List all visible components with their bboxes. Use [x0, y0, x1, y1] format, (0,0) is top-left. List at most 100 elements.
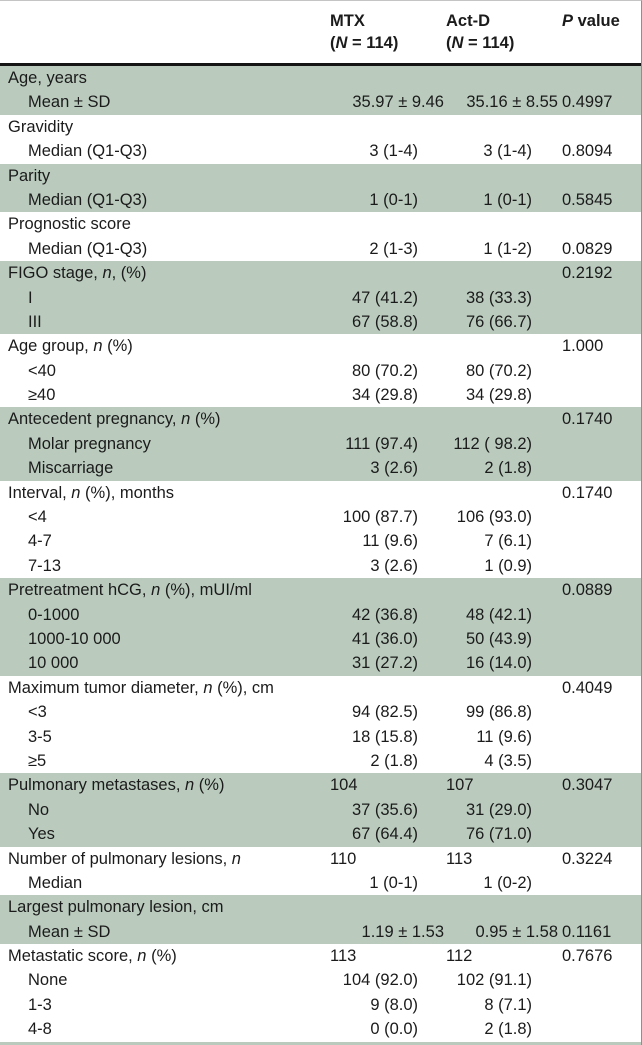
table-row: Maximum tumor diameter, n (%), cm 0.4049 [0, 675, 641, 701]
table-row: Pretreatment hCG, n (%), mUI/ml 0.0889 [0, 578, 641, 603]
table-row: III 67 (58.8) 76 (66.7) [0, 309, 641, 335]
text-segment: Maximum tumor diameter, [8, 678, 204, 697]
table-row: Largest pulmonary lesion, cm [0, 895, 641, 920]
row-sublabel: 4-8 [0, 1017, 330, 1041]
cell-actd: 2 (1.8) [484, 1020, 532, 1039]
cell-mtx: 41 (36.0) [351, 629, 418, 648]
row-sublabel: Mean ± SD [0, 920, 330, 944]
text-segment: (%) [102, 337, 133, 356]
italic-text-segment: n [185, 776, 195, 795]
text-segment: Pretreatment hCG, [8, 581, 152, 600]
cell-actd: 112 [446, 947, 473, 966]
cell-actd: 50 (43.9) [465, 629, 532, 648]
text-segment: Mean ± SD [28, 922, 111, 941]
text-segment: Largest pulmonary lesion, cm [8, 898, 224, 917]
row-sublabel: 1-3 [0, 993, 330, 1017]
cell-mtx: 47 (41.2) [351, 288, 418, 307]
table-row: Pulmonary metastases, n (%) 104 107 0.3047 [0, 773, 641, 798]
text-segment: Median (Q1-Q3) [28, 239, 148, 258]
cell-mtx: 111 (97.4) [345, 434, 418, 453]
text-segment: = 114) [463, 34, 515, 52]
row-sublabel: Miscarriage [0, 456, 330, 480]
cell-actd: 1 (0-1) [483, 190, 532, 209]
row-sublabel: 3-5 [0, 725, 330, 749]
cell-mtx: 1 (0-1) [369, 873, 418, 892]
table-row: 4-8 0 (0.0) 2 (1.8) [0, 1017, 641, 1042]
text-segment: <40 [28, 361, 56, 380]
row-sublabel: 0-1000 [0, 603, 330, 627]
cell-actd: 34 (29.8) [465, 386, 532, 405]
table-row: 1-3 9 (8.0) 8 (7.1) [0, 992, 641, 1018]
text-segment: Median (Q1-Q3) [28, 142, 148, 161]
text-segment: No [28, 800, 50, 819]
row-sublabel: No [0, 798, 330, 822]
actd-header-n: (N = 114) [446, 32, 560, 54]
row-sublabel: 7-13 [0, 554, 330, 578]
cell-mtx: 35.97 ± 9.46 [352, 93, 444, 112]
cell-mtx: 100 (87.7) [342, 508, 418, 527]
cell-actd: 76 (66.7) [465, 312, 532, 331]
table-row: I 47 (41.2) 38 (33.3) [0, 285, 641, 310]
cell-actd: 1 (0.9) [484, 556, 532, 575]
text-segment: 1000-10 000 [28, 629, 121, 648]
cell-p: 0.4997 [562, 93, 613, 112]
cell-p: 0.1161 [562, 922, 612, 941]
row-label: Pulmonary metastases, n (%) [0, 773, 330, 797]
table-row: Mean ± SD 35.97 ± 9.46 35.16 ± 8.55 0.4997 [0, 90, 641, 115]
text-segment: <4 [28, 508, 47, 527]
cell-mtx: 1.19 ± 1.53 [361, 922, 444, 941]
text-segment: Gravidity [8, 117, 74, 136]
next-section-band [0, 1041, 641, 1045]
cell-actd: 99 (86.8) [465, 703, 532, 722]
table-row: Median (Q1-Q3) 1 (0-1) 1 (0-1) 0.5845 [0, 187, 641, 213]
cell-mtx: 94 (82.5) [351, 703, 418, 722]
table-row: Yes 67 (64.4) 76 (71.0) [0, 822, 641, 847]
table-row: Median 1 (0-1) 1 (0-2) [0, 870, 641, 896]
cell-actd: 112 ( 98.2) [453, 434, 532, 453]
text-segment: (%) [146, 947, 177, 966]
italic-text-segment: n [102, 264, 112, 283]
text-segment: ≥5 [28, 751, 47, 770]
cell-p: 0.2192 [562, 264, 613, 283]
text-segment: Prognostic score [8, 215, 131, 234]
text-segment: Mean ± SD [28, 93, 111, 112]
text-segment: value [573, 12, 620, 30]
row-sublabel: 10 000 [0, 651, 330, 675]
table-row: 3-5 18 (15.8) 11 (9.6) [0, 724, 641, 749]
cell-actd: 1 (1-2) [483, 239, 532, 258]
table-header: MTX (N = 114) Act-D (N = 114) P value [0, 1, 641, 63]
cell-p: 0.5845 [562, 190, 613, 209]
cell-actd: 48 (42.1) [465, 605, 532, 624]
column-header-mtx: MTX (N = 114) [330, 10, 446, 63]
text-segment: 0-1000 [28, 605, 80, 624]
text-segment: (%), mUI/ml [160, 581, 252, 600]
text-segment: ( [446, 34, 452, 52]
table-row: Antecedent pregnancy, n (%) 0.1740 [0, 407, 641, 432]
cell-actd: 38 (33.3) [465, 288, 532, 307]
row-sublabel: Median (Q1-Q3) [0, 188, 330, 212]
text-segment: Parity [8, 166, 51, 185]
cell-mtx: 3 (1-4) [369, 142, 418, 161]
column-header-pvalue: P value [560, 10, 641, 63]
table-row: Interval, n (%), months 0.1740 [0, 480, 641, 506]
column-header-actd: Act-D (N = 114) [446, 10, 560, 63]
cell-mtx: 110 [330, 849, 357, 868]
text-segment: 4-8 [28, 1020, 52, 1039]
cell-actd: 3 (1-4) [483, 142, 532, 161]
cell-p: 0.4049 [562, 678, 613, 697]
mtx-header-name: MTX [330, 12, 365, 30]
italic-text-segment: n [181, 410, 191, 429]
cell-actd: 107 [446, 776, 474, 795]
table-row: <4 100 (87.7) 106 (93.0) [0, 505, 641, 530]
text-segment: = 114) [347, 34, 399, 52]
cell-p: 0.3047 [562, 776, 613, 795]
cell-actd: 31 (29.0) [465, 800, 532, 819]
italic-text-segment: P [562, 12, 574, 30]
row-sublabel: Molar pregnancy [0, 432, 330, 456]
table-row: Median (Q1-Q3) 3 (1-4) 3 (1-4) 0.8094 [0, 139, 641, 164]
pvalue-header-label: P value [562, 10, 641, 32]
row-sublabel: <3 [0, 700, 330, 724]
row-label: Parity [0, 164, 330, 188]
cell-mtx: 67 (64.4) [351, 825, 418, 844]
